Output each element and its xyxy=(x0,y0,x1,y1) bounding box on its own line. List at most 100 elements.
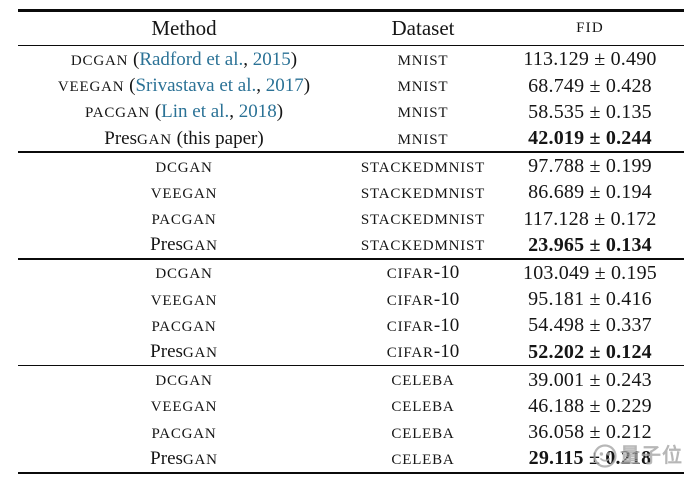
dataset-cell: CIFAR-10 xyxy=(350,290,496,309)
table-section: DCGAN CELEBA 39.001 ± 0.243 VEEGAN CELEBA 46.… xyxy=(18,366,684,471)
method-text-smallcaps: VEEGAN xyxy=(150,399,218,416)
table-row: DCGAN (Radford et al., 2015) MNIST 113.129… xyxy=(18,46,684,72)
method-cell: PACGAN (Lin et al., 2018) xyxy=(18,102,350,121)
dataset-cell: STACKEDMNIST xyxy=(350,209,496,228)
method-text-smallcaps: PACGAN xyxy=(151,425,217,442)
table-row: VEEGAN CIFAR-10 95.181 ± 0.416 xyxy=(18,286,684,312)
dataset-text-smallcaps: STACKEDMNIST xyxy=(360,159,486,176)
table-row: PresGAN CELEBA 29.115 ± 0.218 xyxy=(18,445,684,471)
dataset-text-smallcaps: MNIST xyxy=(397,131,449,148)
dataset-text-smallcaps: CELEBA xyxy=(391,425,455,442)
table-row: PACGAN CIFAR-10 54.498 ± 0.337 xyxy=(18,312,684,338)
method-text-smallcaps: PACGAN xyxy=(151,318,217,335)
dataset-text-smallcaps: MNIST xyxy=(397,79,449,96)
citation-link[interactable]: 2017 xyxy=(265,75,304,97)
method-text: (this paper) xyxy=(171,127,264,149)
method-text: ) xyxy=(276,101,284,123)
method-text-smallcaps: PACGAN xyxy=(151,212,217,229)
method-text: , xyxy=(256,75,266,97)
table-header-row: Method Dataset FID xyxy=(18,12,684,45)
method-text: Pres xyxy=(104,127,137,149)
dataset-text-smallcaps: STACKEDMNIST xyxy=(360,185,486,202)
table-row: VEEGAN CELEBA 46.188 ± 0.229 xyxy=(18,393,684,419)
dataset-cell: CELEBA xyxy=(350,396,496,415)
method-cell: PACGAN xyxy=(18,209,350,228)
dataset-cell: CELEBA xyxy=(350,449,496,468)
method-cell: PresGAN xyxy=(18,342,350,361)
table-rule-header xyxy=(18,44,684,47)
dataset-text-smallcaps: CIFAR xyxy=(386,266,434,283)
dataset-cell: MNIST xyxy=(350,102,496,121)
dataset-cell: CELEBA xyxy=(350,370,496,389)
dataset-cell: STACKEDMNIST xyxy=(350,235,496,254)
citation-link[interactable]: Lin et al. xyxy=(161,101,230,123)
fid-value: 39.001 ± 0.243 xyxy=(528,368,652,391)
method-cell: VEEGAN (Srivastava et al., 2017) xyxy=(18,76,350,95)
method-text-smallcaps: VEEGAN xyxy=(150,185,218,202)
method-cell: PresGAN xyxy=(18,449,350,468)
dataset-text-smallcaps: MNIST xyxy=(397,52,449,69)
dataset-text-smallcaps: CIFAR xyxy=(386,292,434,309)
citation-link[interactable]: 2018 xyxy=(238,101,277,123)
results-table: Method Dataset FID DCGAN (Radford et al.… xyxy=(18,9,684,475)
table-rule-bottom xyxy=(18,471,684,475)
dataset-cell: CIFAR-10 xyxy=(350,342,496,361)
column-header-fid: FID xyxy=(576,19,604,36)
fid-value: 54.498 ± 0.337 xyxy=(528,314,652,337)
dataset-cell: MNIST xyxy=(350,76,496,95)
table-rule-section xyxy=(18,151,684,153)
dataset-cell: CELEBA xyxy=(350,423,496,442)
method-text-smallcaps: DCGAN xyxy=(155,373,213,390)
fid-value: 113.129 ± 0.490 xyxy=(523,48,657,71)
method-cell: VEEGAN xyxy=(18,183,350,202)
column-header-method: Method xyxy=(151,15,217,40)
fid-value: 36.058 ± 0.212 xyxy=(528,421,652,444)
method-text: ( xyxy=(124,75,136,97)
dataset-text-smallcaps: MNIST xyxy=(397,105,449,122)
method-cell: PresGAN (this paper) xyxy=(18,129,350,148)
dataset-text-smallcaps: CIFAR xyxy=(386,345,434,362)
dataset-cell: MNIST xyxy=(350,50,496,69)
table-row: PACGAN (Lin et al., 2018) MNIST 58.535 ± 0… xyxy=(18,99,684,125)
table-rule-section xyxy=(18,364,684,367)
method-cell: VEEGAN xyxy=(18,396,350,415)
table-row: PACGAN STACKEDMNIST 117.128 ± 0.172 xyxy=(18,205,684,231)
table-section: DCGAN CIFAR-10 103.049 ± 0.195 VEEGAN CIFAR-… xyxy=(18,260,684,365)
method-text: ( xyxy=(150,101,162,123)
fid-value: 117.128 ± 0.172 xyxy=(523,207,657,230)
dataset-text-smallcaps: CELEBA xyxy=(391,373,455,390)
method-cell: PresGAN xyxy=(18,235,350,254)
method-cell: DCGAN xyxy=(18,157,350,176)
dataset-text-smallcaps: STACKEDMNIST xyxy=(360,212,486,229)
table-row: PresGAN (this paper) MNIST 42.019 ± 0.244 xyxy=(18,125,684,151)
dataset-cell: MNIST xyxy=(350,129,496,148)
table-row: DCGAN CELEBA 39.001 ± 0.243 xyxy=(18,366,684,392)
citation-link[interactable]: 2015 xyxy=(252,48,291,70)
method-text-smallcaps: PACGAN xyxy=(84,105,151,122)
dataset-cell: CIFAR-10 xyxy=(350,263,496,282)
table-row: DCGAN CIFAR-10 103.049 ± 0.195 xyxy=(18,260,684,286)
table-rule-top xyxy=(18,9,684,12)
method-text-smallcaps: GAN xyxy=(137,131,172,148)
citation-link[interactable]: Radford et al. xyxy=(139,48,244,70)
dataset-text: -10 xyxy=(433,314,460,336)
method-cell: DCGAN (Radford et al., 2015) xyxy=(18,50,350,69)
column-header-dataset: Dataset xyxy=(391,15,455,40)
method-text: ( xyxy=(128,48,140,70)
method-text-smallcaps: GAN xyxy=(182,238,218,255)
method-text-smallcaps: DCGAN xyxy=(155,159,213,176)
table-body: DCGAN (Radford et al., 2015) MNIST 113.129… xyxy=(18,46,684,472)
dataset-text-smallcaps: CIFAR xyxy=(386,318,434,335)
dataset-cell: CIFAR-10 xyxy=(350,316,496,335)
method-text: ) xyxy=(303,75,311,97)
dataset-text: -10 xyxy=(433,341,460,363)
dataset-cell: STACKEDMNIST xyxy=(350,157,496,176)
method-text: , xyxy=(243,48,253,70)
method-cell: PACGAN xyxy=(18,316,350,335)
dataset-text-smallcaps: CELEBA xyxy=(391,399,455,416)
method-text: Pres xyxy=(150,447,183,469)
dataset-text: -10 xyxy=(433,288,460,310)
fid-value: 29.115 ± 0.218 xyxy=(528,447,652,470)
citation-link[interactable]: Srivastava et al. xyxy=(135,75,257,97)
